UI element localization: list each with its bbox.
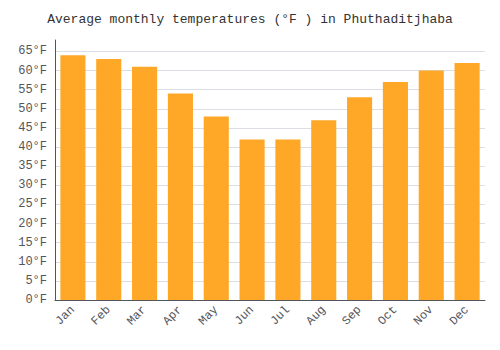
svg-text:Dec: Dec [447,303,472,328]
svg-text:Feb: Feb [89,303,114,328]
svg-text:50°F: 50°F [18,102,47,116]
svg-text:Apr: Apr [160,303,185,328]
svg-text:40°F: 40°F [18,140,47,154]
svg-text:Sep: Sep [339,303,364,328]
svg-text:25°F: 25°F [18,197,47,211]
svg-text:Jan: Jan [53,303,78,328]
svg-text:45°F: 45°F [18,121,47,135]
svg-text:30°F: 30°F [18,178,47,192]
svg-text:60°F: 60°F [18,64,47,78]
svg-text:55°F: 55°F [18,83,47,97]
svg-text:15°F: 15°F [18,236,47,250]
svg-text:Oct: Oct [375,303,400,328]
svg-text:35°F: 35°F [18,159,47,173]
svg-text:Nov: Nov [411,303,436,328]
svg-text:Aug: Aug [304,303,329,328]
svg-text:Average monthly temperatures (: Average monthly temperatures (°F ) in Ph… [47,12,453,27]
svg-text:Jul: Jul [268,303,293,328]
svg-text:0°F: 0°F [25,293,47,307]
svg-text:May: May [196,303,221,328]
svg-text:Jun: Jun [232,303,257,328]
svg-text:10°F: 10°F [18,255,47,269]
svg-text:20°F: 20°F [18,217,47,231]
svg-text:65°F: 65°F [18,44,47,58]
svg-text:5°F: 5°F [25,274,47,288]
svg-text:Mar: Mar [124,303,149,328]
